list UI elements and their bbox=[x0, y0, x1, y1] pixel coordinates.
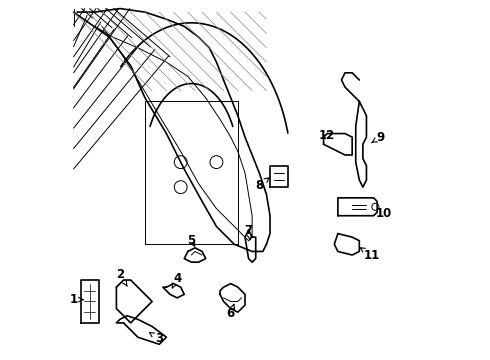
Text: 1: 1 bbox=[70, 293, 83, 306]
Text: 7: 7 bbox=[245, 224, 253, 240]
Text: 5: 5 bbox=[187, 234, 196, 247]
Text: 9: 9 bbox=[371, 131, 385, 144]
Text: 4: 4 bbox=[172, 272, 181, 288]
Text: 8: 8 bbox=[255, 178, 269, 192]
Text: 2: 2 bbox=[116, 268, 127, 286]
Text: 10: 10 bbox=[375, 207, 392, 220]
Text: 11: 11 bbox=[360, 248, 380, 261]
Text: 6: 6 bbox=[226, 304, 235, 320]
Text: 3: 3 bbox=[149, 333, 163, 346]
Text: 12: 12 bbox=[319, 129, 335, 142]
